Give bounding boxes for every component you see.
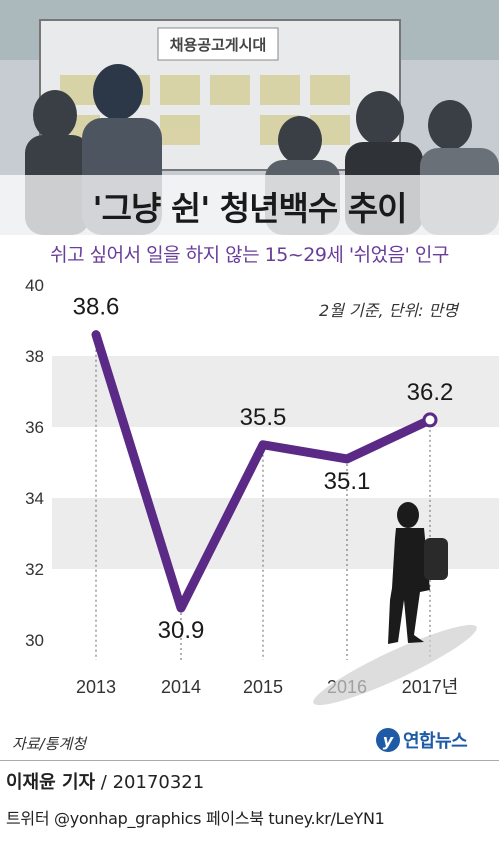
line-chart: 30 32 34 36 38 40 38.6 30.9 35.5 35.1 36.2 2013 20… xyxy=(25,276,499,706)
x-tick-label: 2014 xyxy=(161,677,201,697)
hero-illustration: 채용공고게시대 xyxy=(0,0,499,235)
unit-note: 2월 기준, 단위: 만명 xyxy=(319,301,460,320)
data-label: 30.9 xyxy=(158,617,205,644)
data-label: 35.5 xyxy=(240,404,287,431)
publish-date: / 20170321 xyxy=(95,772,205,793)
y-tick-label: 30 xyxy=(25,631,44,650)
logo-mark-icon: y xyxy=(376,728,400,752)
credit-line: 이재윤 기자 / 20170321 xyxy=(6,768,204,794)
data-label: 36.2 xyxy=(407,379,454,406)
data-label: 38.6 xyxy=(73,294,120,321)
y-tick-label: 40 xyxy=(25,276,44,295)
data-label: 35.1 xyxy=(324,468,371,495)
data-points xyxy=(422,412,438,428)
reporter-name: 이재윤 기자 xyxy=(6,772,96,793)
y-tick-label: 34 xyxy=(25,489,44,508)
series-line xyxy=(91,330,435,613)
logo-text: 연합뉴스 xyxy=(403,731,468,752)
data-labels: 38.6 30.9 35.5 35.1 36.2 xyxy=(73,294,454,644)
y-axis: 30 32 34 36 38 40 xyxy=(25,276,44,650)
x-tick-label: 2015 xyxy=(243,677,283,697)
walking-person-silhouette xyxy=(313,502,477,706)
yonhap-logo: y 연합뉴스 xyxy=(376,727,468,753)
source-label: 자료/통계청 xyxy=(12,735,87,753)
y-tick-label: 32 xyxy=(25,560,44,579)
x-tick-label: 2013 xyxy=(76,677,116,697)
data-point xyxy=(422,412,438,428)
x-tick-label: 2017년 xyxy=(402,677,459,697)
y-tick-label: 38 xyxy=(25,347,44,366)
x-axis: 20132014201520162017년 xyxy=(76,677,458,697)
chart-title: '그냥 쉰' 청년백수 추이 xyxy=(92,189,408,228)
social-links: 트위터 @yonhap_graphics 페이스북 tuney.kr/LeYN1 xyxy=(6,809,385,828)
chart-subtitle: 쉬고 싶어서 일을 하지 않는 15~29세 '쉬었음' 인구 xyxy=(50,244,449,266)
divider xyxy=(0,760,499,761)
banner-sign: 채용공고게시대 xyxy=(170,36,267,54)
hero-photo: 채용공고게시대 xyxy=(0,0,499,235)
y-tick-label: 36 xyxy=(25,418,44,437)
grid-bands xyxy=(52,356,499,569)
